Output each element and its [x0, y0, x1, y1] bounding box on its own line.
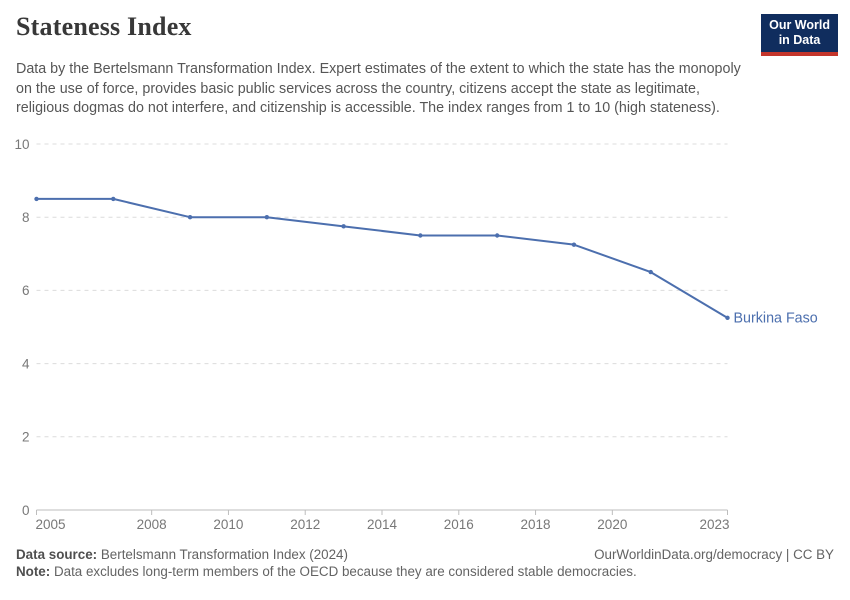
page-title: Stateness Index	[16, 12, 192, 41]
series-end-label: Burkina Faso	[734, 310, 818, 326]
y-tick-label: 10	[14, 137, 29, 152]
attribution-link[interactable]: OurWorldinData.org/democracy | CC BY	[594, 547, 834, 562]
series-line	[35, 197, 729, 319]
data-point	[264, 215, 270, 220]
data-point	[494, 233, 500, 238]
y-tick-label: 0	[22, 503, 30, 518]
owid-logo-line1: Our World	[769, 18, 830, 32]
y-tick-label: 6	[22, 283, 30, 298]
x-tick-label: 2005	[36, 517, 66, 532]
data-point	[648, 269, 653, 275]
data-point	[341, 224, 346, 229]
owid-logo-line2: in Data	[778, 33, 821, 47]
x-tick-label: 2014	[367, 517, 398, 532]
owid-logo[interactable]: Our World in Data	[761, 14, 838, 56]
data-point	[571, 242, 577, 247]
source-row: Data source: Bertelsmann Transformation …	[16, 546, 834, 563]
y-tick-label: 2	[22, 430, 30, 445]
data-point	[34, 196, 39, 202]
data-source-text: Bertelsmann Transformation Index (2024)	[100, 547, 348, 562]
chart-subtitle: Data by the Bertelsmann Transformation I…	[16, 61, 741, 116]
x-tick-label: 2018	[521, 517, 551, 532]
data-source-label: Data source:	[16, 547, 98, 562]
chart-footer: Data source: Bertelsmann Transformation …	[16, 546, 834, 580]
x-tick-label: 2010	[213, 517, 243, 532]
x-tick-label: 2012	[290, 517, 320, 532]
data-point	[418, 233, 423, 238]
data-point	[725, 315, 730, 321]
x-tick-label: 2020	[597, 517, 627, 532]
y-tick-label: 8	[22, 210, 30, 225]
x-tick-label: 2016	[444, 517, 474, 532]
data-point	[111, 196, 116, 202]
data-point	[187, 215, 193, 220]
x-tick-label: 2023	[699, 517, 729, 532]
x-tick-label: 2008	[137, 517, 167, 532]
note-label: Note:	[16, 564, 51, 579]
note-text: Data excludes long-term members of the O…	[53, 564, 637, 579]
chart-note: Note: Data excludes long-term members of…	[16, 563, 834, 580]
line-chart: 0 2 4 6 8 10 2005 2008 2010 2012 2014 2016 2018 2020 2…	[14, 137, 818, 532]
data-source: Data source: Bertelsmann Transformation …	[16, 546, 348, 563]
y-tick-label: 4	[22, 356, 30, 371]
